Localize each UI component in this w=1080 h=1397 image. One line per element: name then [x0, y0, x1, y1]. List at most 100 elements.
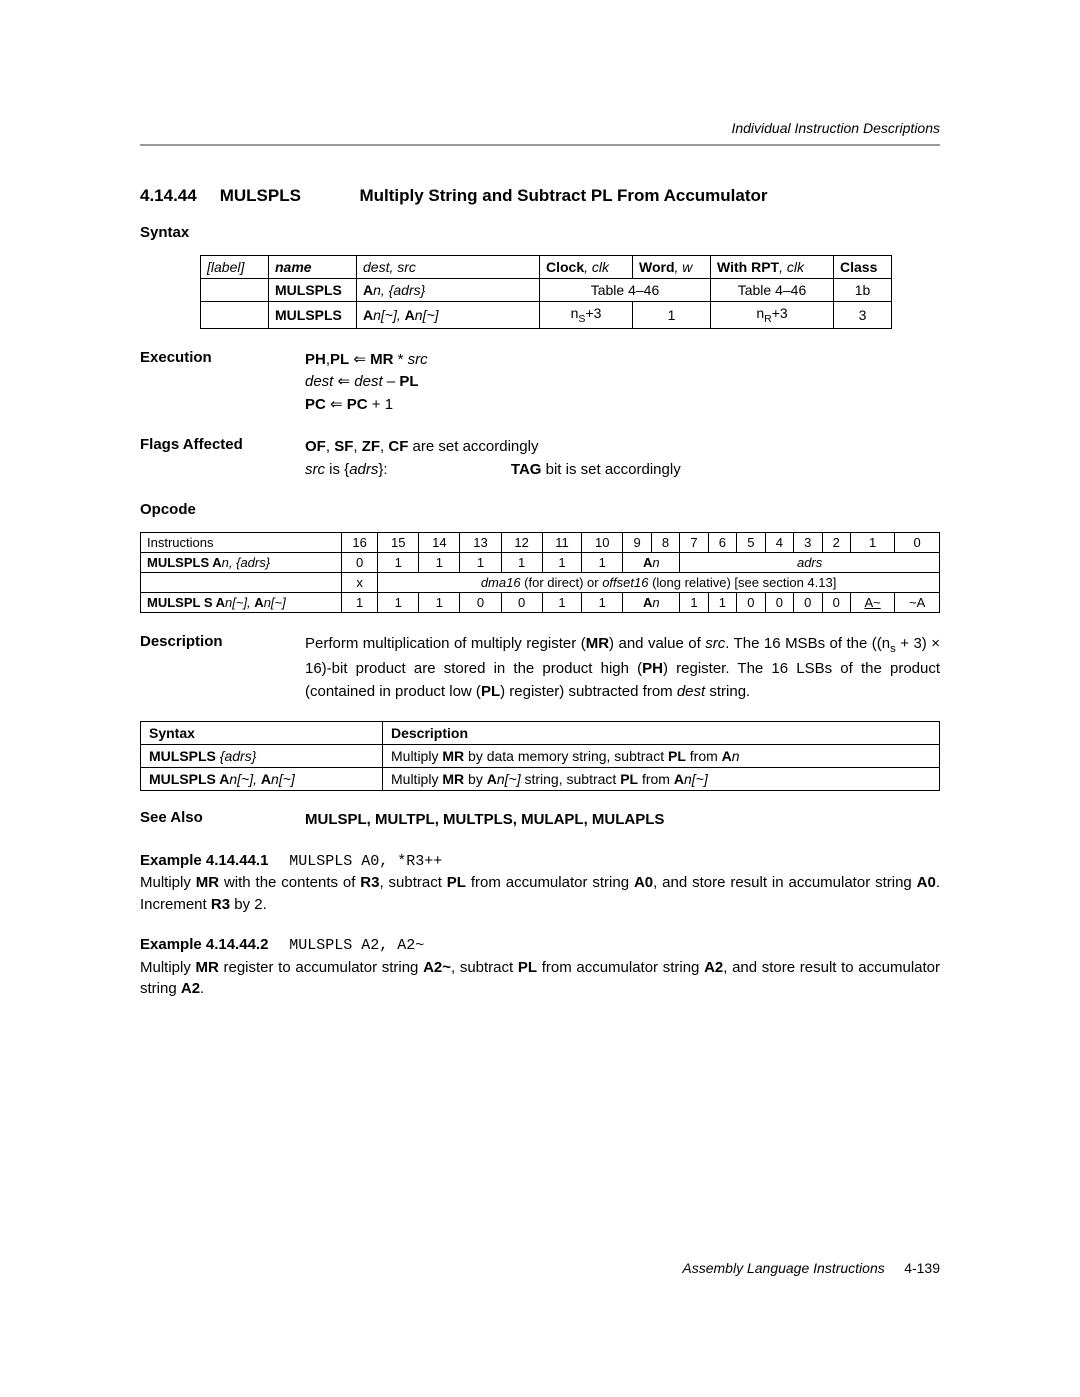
- r2-word: 1: [633, 302, 711, 329]
- ex-l1e: *: [393, 351, 407, 368]
- dtr1d2: MR: [442, 748, 464, 764]
- or1-br: {adrs}: [236, 555, 270, 570]
- flags-body: OF, SF, ZF, CF are set accordingly src i…: [305, 436, 940, 481]
- header-title: Individual Instruction Descriptions: [140, 120, 940, 136]
- ex-l3a: PC: [305, 396, 326, 413]
- execution-label: Execution: [140, 349, 305, 417]
- or1c3: 1: [460, 553, 501, 573]
- ex-l3c: + 1: [368, 396, 393, 413]
- footer-title: Assembly Language Instructions: [682, 1260, 884, 1276]
- r2-destb: A: [363, 307, 373, 323]
- or3a1: A~: [850, 593, 894, 613]
- ex-l2arr: ⇐: [333, 373, 354, 390]
- ex2t2: MR: [196, 959, 219, 976]
- or3c3: 0: [460, 593, 501, 613]
- ex1t4: R3: [360, 874, 379, 891]
- b5: 5: [737, 533, 765, 553]
- flags-label: Flags Affected: [140, 436, 305, 481]
- fl2-b: is {: [325, 461, 349, 478]
- ex-l1c: PL: [330, 351, 349, 368]
- syntax-header-row: [label] name dest, src Clock, clk Word, …: [201, 256, 892, 279]
- opcode-row-2: x dma16 (for direct) or offset16 (long r…: [141, 573, 940, 593]
- or2d: (long relative) [see section 4.13]: [648, 575, 836, 590]
- dtr2e1: Multiply: [391, 771, 442, 787]
- or3b: MULSPL S A: [147, 595, 225, 610]
- ex1t8: A0: [634, 874, 653, 891]
- dth1: Syntax: [141, 722, 383, 745]
- page: Individual Instruction Descriptions 4.14…: [0, 0, 1080, 1336]
- fl2-a: src: [305, 461, 325, 478]
- ex-l3b: PC: [347, 396, 368, 413]
- b12: 12: [501, 533, 542, 553]
- footer-page: 4-139: [904, 1260, 940, 1276]
- opcode-table: Instructions 16 15 14 13 12 11 10 9 8 7 …: [140, 532, 940, 613]
- syntax-row-1: MULSPLS An, {adrs} Table 4–46 Table 4–46…: [201, 279, 892, 302]
- or1c5: 1: [542, 553, 581, 573]
- r2-cls: 3: [834, 302, 892, 329]
- or2x: x: [342, 573, 378, 593]
- dtr2e10: n[~]: [684, 771, 708, 787]
- ex1t10: A0: [917, 874, 936, 891]
- hdr-destsrc: dest, src: [363, 259, 416, 275]
- dp6: ) register) subtracted from: [500, 683, 677, 700]
- r1-destbr: {adrs}: [389, 282, 426, 298]
- b2: 2: [822, 533, 850, 553]
- b4: 4: [765, 533, 793, 553]
- or1-i: n,: [222, 555, 236, 570]
- description-label: Description: [140, 633, 305, 703]
- ex-l3arr: ⇐: [326, 396, 347, 413]
- fl2-f: bit is set accordingly: [541, 461, 680, 478]
- hdr-clock-b: Clock: [546, 259, 584, 275]
- or3c6: 1: [582, 593, 623, 613]
- header-rule: [140, 144, 940, 146]
- b3: 3: [794, 533, 822, 553]
- or3t0: 1: [680, 593, 708, 613]
- fl2-e: TAG: [511, 461, 542, 478]
- dtr2e4: A: [487, 771, 497, 787]
- or3t2: 0: [737, 593, 765, 613]
- dp4b: PH: [642, 660, 663, 677]
- or1c0: 0: [342, 553, 378, 573]
- section-number: 4.14.44: [140, 186, 215, 206]
- r1-desti: n,: [373, 282, 389, 298]
- syntax-row-2: MULSPLS An[~], An[~] nS+3 1 nR+3 3: [201, 302, 892, 329]
- r2-desti: n[~],: [373, 307, 405, 323]
- or1-b: MULSPLS A: [147, 555, 222, 570]
- dtr1d7: n: [732, 748, 740, 764]
- ex-l1arr: ⇐: [349, 351, 370, 368]
- r2-rpt-sub: R: [764, 313, 772, 325]
- b7: 7: [680, 533, 708, 553]
- b10: 10: [582, 533, 623, 553]
- fl-b: ,: [326, 438, 334, 455]
- fl-c: SF: [334, 438, 353, 455]
- dth2: Description: [383, 722, 940, 745]
- r1-name: MULSPLS: [275, 282, 342, 298]
- or1c6: 1: [582, 553, 623, 573]
- hdr-word-i: , w: [675, 259, 693, 275]
- fl-e: ZF: [362, 438, 380, 455]
- footer: Assembly Language Instructions 4-139: [140, 1260, 940, 1276]
- syntax-heading: Syntax: [140, 224, 940, 241]
- or2c: offset16: [602, 575, 648, 590]
- fl-g: CF: [388, 438, 408, 455]
- dp2: ) and value of: [609, 635, 705, 652]
- r1-destb: A: [363, 282, 373, 298]
- ex2t8: A2: [704, 959, 723, 976]
- example-2: Example 4.14.44.2 MULSPLS A2, A2~ Multip…: [140, 934, 940, 1000]
- r2-desti2: n[~]: [415, 307, 439, 323]
- or3t1: 1: [708, 593, 736, 613]
- or3c1: 1: [378, 593, 419, 613]
- ex2t6: PL: [518, 959, 537, 976]
- b9: 9: [623, 533, 651, 553]
- b13: 13: [460, 533, 501, 553]
- hdr-class: Class: [840, 259, 877, 275]
- ex1l: Example 4.14.44.1: [140, 852, 268, 869]
- or3t3: 0: [765, 593, 793, 613]
- hdr-word-b: Word: [639, 259, 675, 275]
- dp7: string.: [705, 683, 750, 700]
- dtr1d1: Multiply: [391, 748, 442, 764]
- seealso-row: See Also MULSPL, MULTPL, MULTPLS, MULAPL…: [140, 809, 940, 832]
- dtr2e3: by: [464, 771, 487, 787]
- or3an: A: [643, 595, 652, 610]
- hdr-clock-i: , clk: [584, 259, 609, 275]
